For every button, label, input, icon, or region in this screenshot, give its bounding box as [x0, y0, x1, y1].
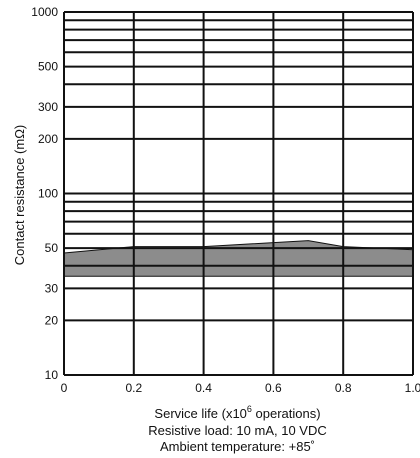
x-tick-label: 0: [61, 381, 68, 395]
y-tick-label: 30: [45, 281, 59, 295]
x-tick-label: 1.0: [405, 381, 420, 395]
grid-layer: [63, 11, 414, 376]
y-axis-title: Contact resistance (mΩ): [12, 125, 27, 265]
y-tick-label: 500: [38, 60, 58, 74]
temperature-condition-label: Ambient temperature: +85˚: [160, 439, 315, 454]
y-tick-label: 50: [45, 241, 59, 255]
x-tick-labels: 0 0.2 0.4 0.6 0.8 1.0: [61, 381, 420, 395]
x-axis-title-exponent: 6: [246, 403, 252, 414]
x-tick-label: 0.8: [335, 381, 352, 395]
y-tick-label: 1000: [31, 5, 58, 19]
x-tick-label: 0.2: [125, 381, 142, 395]
y-tick-label: 300: [38, 100, 58, 114]
x-axis-title: Service life (x106 operations): [0, 403, 420, 421]
load-condition-label: Resistive load: 10 mA, 10 VDC: [148, 423, 327, 438]
resistance-band-layer: [63, 240, 414, 277]
y-tick-labels: 10 20 30 50 100 200 300 500 1000: [31, 5, 58, 382]
y-tick-label: 100: [38, 187, 58, 201]
x-tick-label: 0.4: [195, 381, 212, 395]
resistance-band: [63, 240, 414, 277]
y-tick-label: 10: [45, 368, 59, 382]
x-axis-title-unit: operations): [251, 406, 321, 421]
x-tick-label: 0.6: [265, 381, 282, 395]
x-axis-title-main: Service life (x10: [154, 406, 247, 421]
y-tick-label: 200: [38, 132, 58, 146]
y-tick-label: 20: [45, 313, 59, 327]
